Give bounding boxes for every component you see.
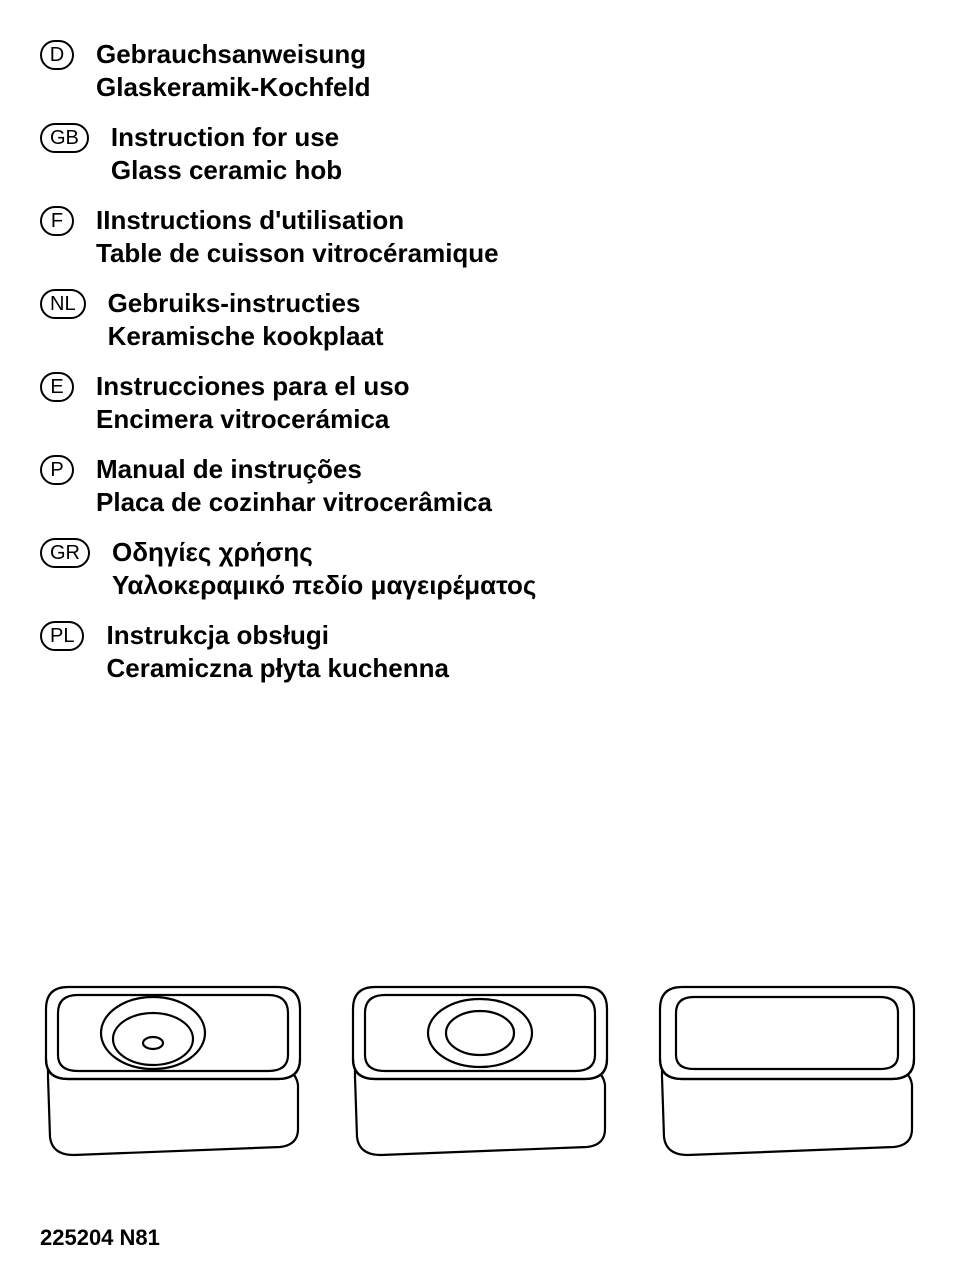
entry-gr: GR Οδηγίες χρήσης Υαλοκεραμικό πεδίο μαγ… [40,536,920,601]
hob-illustration-1 [28,959,318,1159]
entry-texts: Manual de instruções Placa de cozinhar v… [96,453,492,518]
entry-title: Manual de instruções [96,453,492,486]
entry-title: Instrukcja obsługi [106,619,448,652]
entry-sub: Keramische kookplaat [108,320,384,353]
page: D Gebrauchsanweisung Glaskeramik-Kochfel… [0,0,960,1279]
entry-sub: Glaskeramik-Kochfeld [96,71,371,104]
language-entries: D Gebrauchsanweisung Glaskeramik-Kochfel… [40,38,920,684]
entry-p: P Manual de instruções Placa de cozinhar… [40,453,920,518]
hob-illustration-3 [642,959,932,1159]
entry-texts: Οδηγίες χρήσης Υαλοκεραμικό πεδίο μαγειρ… [112,536,536,601]
lang-badge-d: D [40,40,74,70]
entry-texts: Instruction for use Glass ceramic hob [111,121,342,186]
entry-texts: IInstructions d'utilisation Table de cui… [96,204,499,269]
lang-badge-gr: GR [40,538,90,568]
entry-texts: Instrucciones para el uso Encimera vitro… [96,370,410,435]
entry-texts: Gebrauchsanweisung Glaskeramik-Kochfeld [96,38,371,103]
entry-sub: Ceramiczna płyta kuchenna [106,652,448,685]
entry-pl: PL Instrukcja obsługi Ceramiczna płyta k… [40,619,920,684]
entry-texts: Instrukcja obsługi Ceramiczna płyta kuch… [106,619,448,684]
lang-badge-pl: PL [40,621,84,651]
lang-badge-nl: NL [40,289,86,319]
lang-badge-p: P [40,455,74,485]
product-illustrations [0,959,960,1159]
lang-badge-e: E [40,372,74,402]
entry-title: Οδηγίες χρήσης [112,536,536,569]
entry-sub: Encimera vitrocerámica [96,403,410,436]
hob-illustration-2 [335,959,625,1159]
document-number: 225204 N81 [40,1225,160,1251]
entry-sub: Placa de cozinhar vitrocerâmica [96,486,492,519]
entry-sub: Glass ceramic hob [111,154,342,187]
entry-f: F IInstructions d'utilisation Table de c… [40,204,920,269]
entry-e: E Instrucciones para el uso Encimera vit… [40,370,920,435]
entry-title: Gebruiks-instructies [108,287,384,320]
entry-nl: NL Gebruiks-instructies Keramische kookp… [40,287,920,352]
entry-title: IInstructions d'utilisation [96,204,499,237]
entry-texts: Gebruiks-instructies Keramische kookplaa… [108,287,384,352]
entry-title: Instruction for use [111,121,342,154]
entry-title: Instrucciones para el uso [96,370,410,403]
entry-sub: Table de cuisson vitrocéramique [96,237,499,270]
lang-badge-f: F [40,206,74,236]
lang-badge-gb: GB [40,123,89,153]
entry-title: Gebrauchsanweisung [96,38,371,71]
entry-gb: GB Instruction for use Glass ceramic hob [40,121,920,186]
entry-sub: Υαλοκεραμικό πεδίο μαγειρέματος [112,569,536,602]
entry-d: D Gebrauchsanweisung Glaskeramik-Kochfel… [40,38,920,103]
